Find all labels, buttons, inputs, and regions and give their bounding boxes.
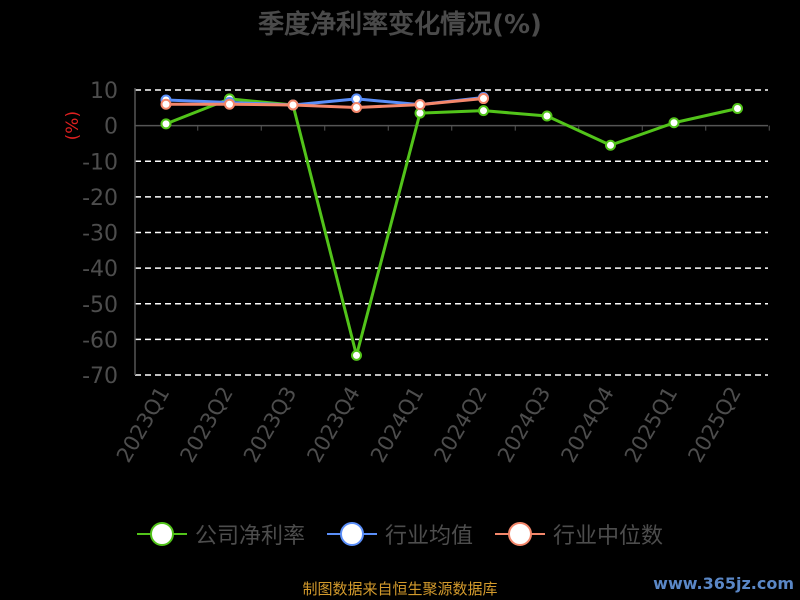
data-point (351, 101, 362, 113)
legend-item[interactable]: 行业均值 (326, 518, 473, 550)
x-tick-label: 2025Q1 (620, 383, 682, 467)
legend-marker (339, 522, 364, 546)
legend: 公司净利率 行业均值 行业中位数 (0, 518, 800, 550)
data-point (478, 93, 489, 105)
legend-marker (508, 522, 532, 546)
data-point (668, 117, 680, 129)
y-tick-label: 10 (90, 79, 118, 104)
data-point (160, 118, 172, 130)
legend-label: 行业均值 (384, 524, 473, 549)
legend-label: 公司净利率 (194, 524, 305, 549)
site-watermark: www.365jz.com (653, 574, 794, 593)
data-point (287, 99, 299, 111)
legend-marker (149, 522, 174, 546)
y-tick-label: -70 (82, 364, 118, 389)
data-point (351, 349, 362, 361)
data-point (224, 98, 235, 110)
x-tick-label: 2024Q4 (556, 383, 618, 467)
series-line (165, 97, 738, 357)
y-tick-label: -20 (82, 186, 118, 211)
x-tick-label: 2024Q2 (429, 383, 491, 467)
data-point (478, 105, 489, 117)
legend-swatch (136, 521, 187, 547)
x-tick-label: 2023Q2 (175, 383, 237, 467)
legend-swatch (495, 521, 545, 547)
data-point (732, 103, 743, 115)
x-tick-label: 2025Q2 (683, 383, 745, 467)
x-tick-label: 2023Q3 (239, 383, 301, 467)
data-point (160, 98, 172, 110)
y-tick-label: -50 (82, 293, 118, 318)
x-tick-label: 2023Q4 (302, 383, 364, 467)
legend-swatch (326, 521, 377, 547)
data-point (541, 110, 553, 122)
legend-item[interactable]: 公司净利率 (136, 518, 305, 550)
y-axis-label: (%) (63, 111, 83, 140)
legend-item[interactable]: 行业中位数 (495, 518, 663, 550)
chart-title: 季度净利率变化情况(%) (258, 10, 542, 40)
series-line (166, 97, 484, 109)
y-tick-label: -40 (82, 257, 118, 282)
data-point (414, 99, 426, 111)
legend-label: 行业中位数 (553, 524, 664, 549)
data-point (605, 139, 616, 151)
y-tick-label: -10 (82, 150, 118, 175)
x-tick-label: 2024Q3 (493, 383, 555, 467)
x-tick-label: 2023Q1 (112, 383, 174, 467)
y-tick-label: -30 (82, 222, 118, 247)
y-tick-label: -60 (82, 328, 118, 353)
y-tick-label: 0 (104, 115, 118, 140)
data-source-note: 制图数据来自恒生聚源数据库 (302, 580, 498, 598)
x-tick-label: 2024Q1 (366, 383, 428, 467)
